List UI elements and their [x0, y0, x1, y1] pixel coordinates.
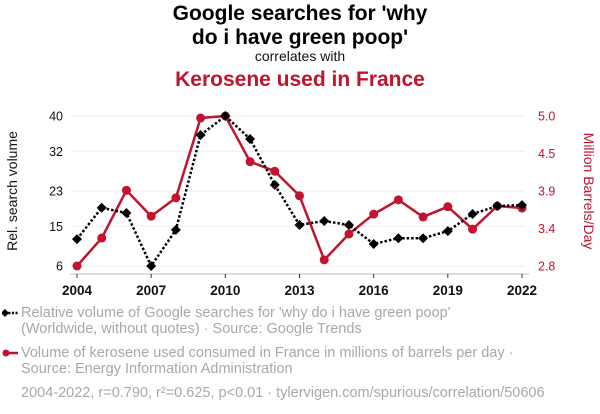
kerosene-data-point: [72, 261, 82, 271]
searches-data-point: [146, 261, 157, 271]
legend-text-line: Relative volume of Google searches for '…: [21, 305, 451, 321]
right-y-tick-label: 5.0: [538, 110, 555, 124]
right-y-tick-label: 2.8: [538, 260, 555, 274]
legend-circle-line-icon: [2, 349, 18, 357]
x-tick-label: 2010: [210, 283, 240, 298]
kerosene-data-point: [245, 157, 255, 167]
x-tick-label: 2022: [507, 283, 537, 298]
legend-text-searches: Relative volume of Google searches for '…: [21, 305, 451, 337]
kerosene-data-point: [121, 185, 131, 195]
kerosene-data-point: [418, 212, 428, 222]
x-tick-label: 2013: [284, 283, 315, 298]
legend-text-line: (Worldwide, without quotes) · Source: Go…: [21, 321, 362, 337]
searches-data-point: [269, 179, 280, 190]
chart-plot: 6 15 23 32 40 2.8 3.4 3.9 4.5 5.0 2004 2007 2010 2013…: [4, 110, 597, 299]
searches-data-point: [245, 133, 256, 144]
legend-text-line: Source: Energy Information Administratio…: [21, 361, 293, 377]
searches-data-point: [121, 208, 132, 219]
kerosene-data-point: [344, 229, 354, 239]
right-y-tick-label: 3.9: [538, 185, 555, 199]
chart-title: Google searches for 'why do i have green…: [0, 2, 600, 50]
correlation-footer: 2004-2022, r=0.790, r²=0.625, p<0.01 · t…: [21, 385, 545, 401]
searches-data-point: [467, 208, 478, 219]
kerosene-data-point: [369, 209, 379, 219]
searches-data-point: [195, 129, 206, 140]
searches-data-point: [294, 219, 305, 230]
searches-data-point: [368, 238, 379, 249]
kerosene-data-point: [270, 166, 280, 176]
x-tick-label: 2019: [433, 283, 463, 298]
searches-data-point: [442, 226, 453, 237]
searches-data-point: [343, 219, 354, 230]
searches-data-point: [393, 233, 404, 244]
left-y-tick-label: 6: [56, 260, 63, 274]
searches-data-point: [170, 224, 181, 235]
kerosene-data-point: [146, 211, 156, 221]
chart-secondary-title: Kerosene used in France: [175, 68, 425, 91]
right-y-tick-label: 4.5: [538, 147, 555, 161]
searches-data-point: [319, 216, 330, 226]
searches-data-point: [96, 202, 107, 213]
grid-lines: [70, 115, 525, 267]
searches-data-point: [72, 234, 82, 245]
x-tick-label: 2007: [136, 283, 166, 298]
kerosene-data-point: [443, 202, 453, 212]
legend-diamond-dotted-icon: [2, 309, 18, 317]
left-y-tick-label: 32: [49, 145, 63, 159]
x-tick-label: 2004: [62, 283, 93, 298]
searches-data-point: [220, 111, 231, 121]
kerosene-data-point: [295, 191, 304, 201]
chart-title-line1: Google searches for 'why: [172, 2, 428, 25]
searches-data-point: [418, 233, 429, 244]
chart-connector-text: correlates with: [254, 48, 346, 64]
right-y-tick-label: 3.4: [538, 222, 555, 236]
kerosene-data-point: [319, 255, 329, 265]
left-y-tick-label: 40: [49, 110, 63, 124]
kerosene-data-point: [393, 195, 403, 205]
kerosene-data-point: [97, 233, 107, 243]
series-markers: [72, 111, 527, 271]
legend-text-line: Volume of kerosene used consumed in Fran…: [21, 345, 514, 361]
searches-data-point: [492, 201, 503, 211]
left-y-axis-label: Rel. search volume: [4, 131, 20, 251]
kerosene-data-point: [196, 113, 206, 123]
chart-title-line2: do i have green poop': [191, 26, 409, 49]
x-tick-label: 2016: [359, 283, 390, 298]
left-y-tick-label: 23: [49, 185, 63, 199]
axes: 6 15 23 32 40 2.8 3.4 3.9 4.5 5.0 2004 2007 2010 2013…: [4, 110, 597, 299]
legend-text-kerosene: Volume of kerosene used consumed in Fran…: [21, 345, 513, 377]
right-y-axis-label: Million Barrels/Day: [581, 133, 597, 250]
kerosene-data-point: [171, 193, 181, 203]
kerosene-data-point: [468, 224, 478, 234]
left-y-tick-label: 15: [49, 220, 63, 234]
searches-data-point: [517, 200, 527, 211]
